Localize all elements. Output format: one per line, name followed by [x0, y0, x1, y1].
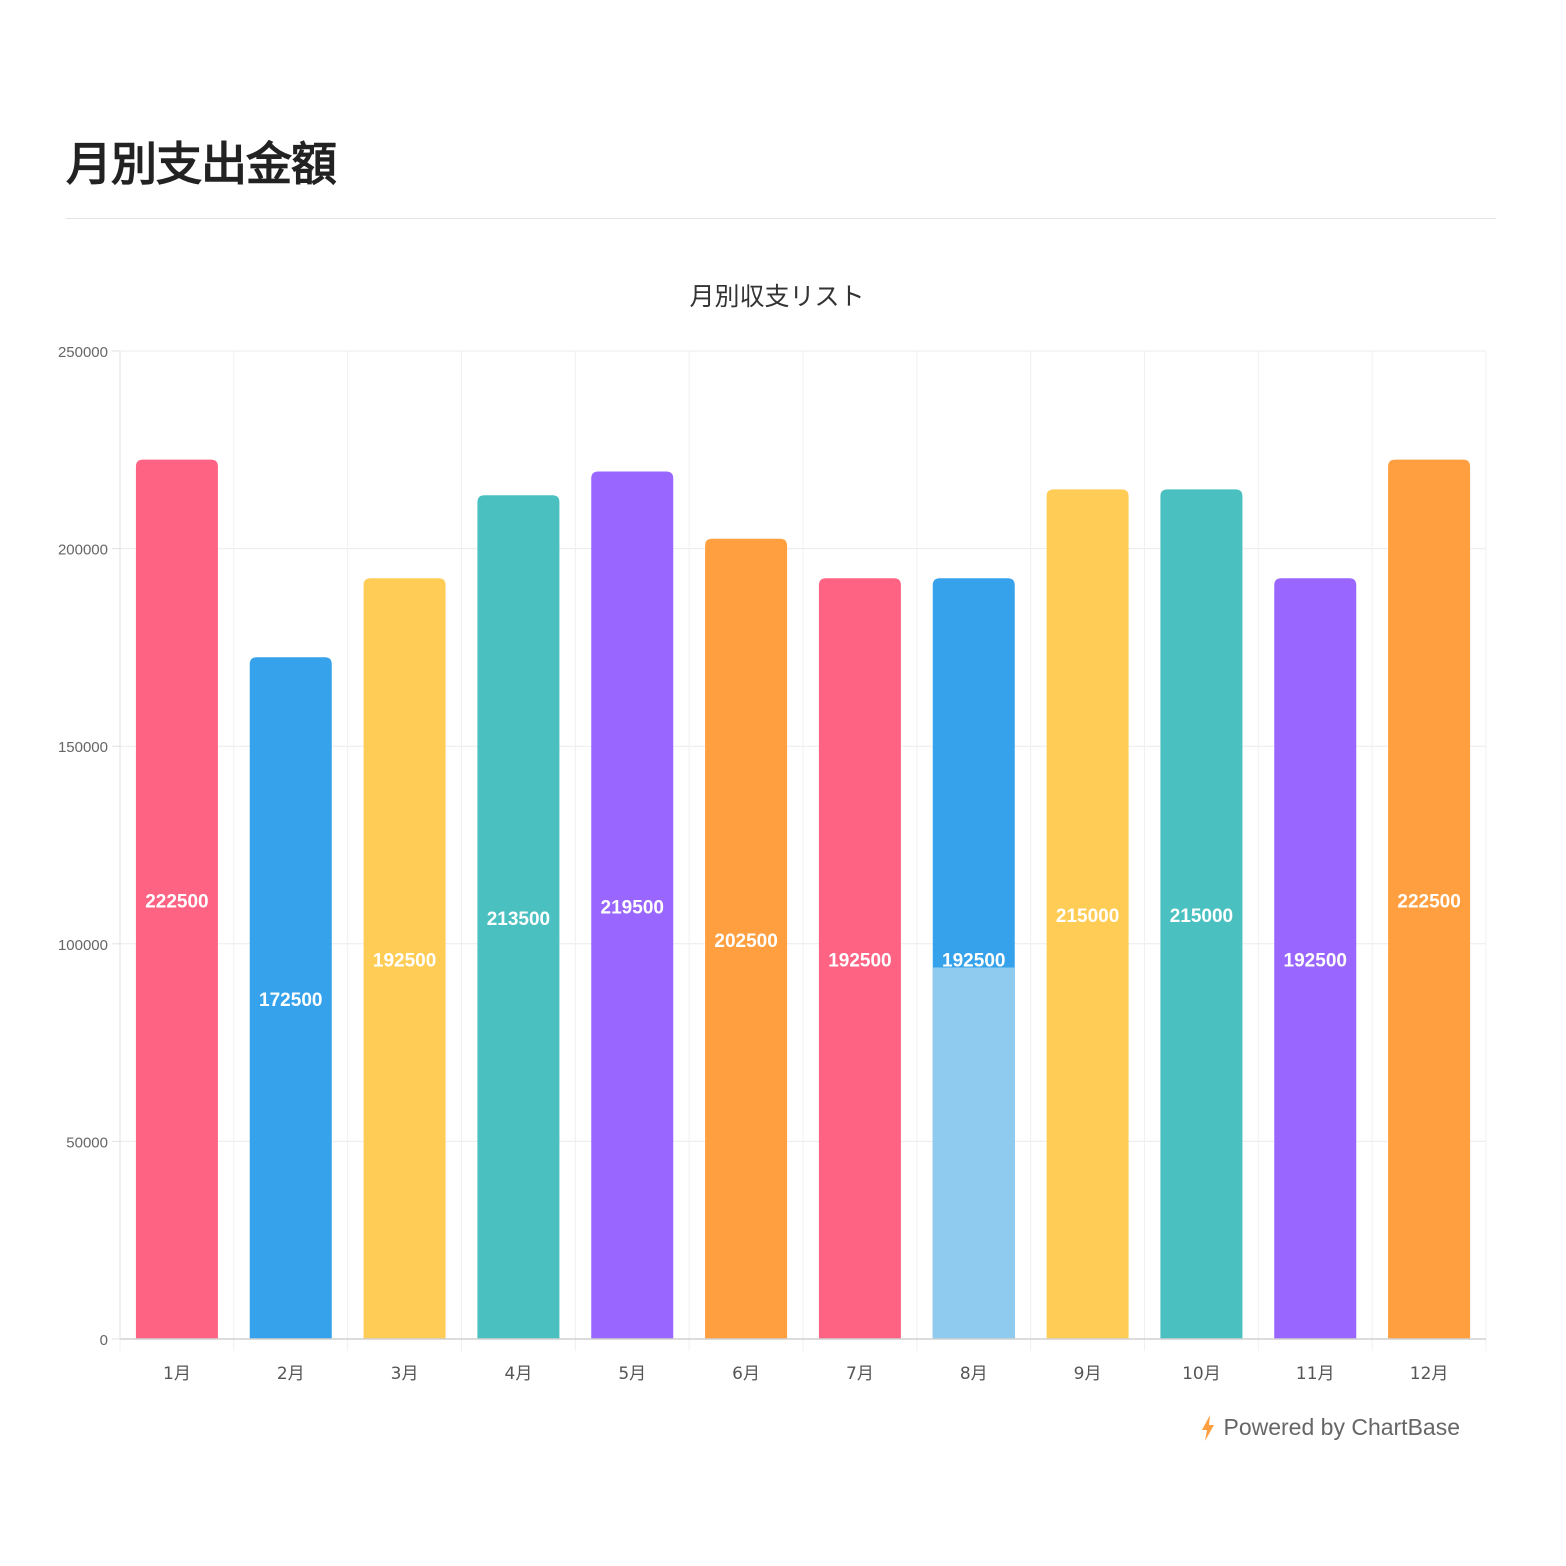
y-tick-label: 250000	[58, 344, 108, 361]
y-tick-label: 100000	[58, 937, 108, 954]
y-tick-label: 200000	[58, 542, 108, 559]
y-tick-label: 50000	[66, 1134, 108, 1151]
bar	[1274, 578, 1357, 1339]
x-tick-label: 7月	[846, 1364, 874, 1384]
chart-bars	[135, 459, 1471, 1339]
bar	[363, 578, 446, 1339]
data-label: 192500	[1284, 951, 1347, 972]
x-tick-label: 6月	[732, 1364, 760, 1384]
x-tick-label: 8月	[960, 1364, 988, 1384]
powered-by-text: Powered by ChartBase	[1223, 1414, 1460, 1440]
data-label: 172500	[259, 990, 322, 1011]
x-tick-label: 10月	[1182, 1364, 1221, 1384]
data-label: 222500	[145, 891, 208, 912]
data-label: 192500	[373, 951, 436, 972]
bar	[477, 495, 560, 1339]
data-label: 222500	[1397, 891, 1460, 912]
x-tick-label: 3月	[391, 1364, 419, 1384]
data-label: 192500	[828, 951, 891, 972]
data-label: 192500	[942, 951, 1005, 972]
x-tick-label: 11月	[1296, 1364, 1335, 1384]
bar	[135, 459, 218, 1339]
y-tick-label: 150000	[58, 739, 108, 756]
bar-highlight-segment	[932, 967, 1015, 1339]
x-tick-label: 4月	[505, 1364, 533, 1384]
data-label: 219500	[601, 897, 664, 918]
bar	[591, 471, 674, 1339]
page-title: 月別支出金額	[66, 137, 337, 191]
y-tick-label: 0	[100, 1332, 108, 1349]
x-tick-label: 9月	[1074, 1364, 1102, 1384]
powered-by[interactable]: Powered by ChartBase	[1201, 1414, 1460, 1441]
chart-grid	[119, 350, 1487, 1351]
bar	[705, 538, 788, 1339]
data-label: 213500	[487, 909, 550, 930]
chart-axes: 0 50000 100000 150000 200000 250000 1月 2月 3月 4月 5月…	[58, 344, 1486, 1384]
data-label: 202500	[714, 931, 777, 952]
data-label: 215000	[1056, 906, 1119, 927]
title-divider	[66, 218, 1496, 219]
x-tick-label: 2月	[277, 1364, 305, 1384]
bar	[249, 657, 332, 1339]
chart-title: 月別収支リスト	[689, 282, 864, 311]
bar	[818, 578, 901, 1339]
chart-data-labels: 222500 172500 192500 213500 219500 202500 1925…	[145, 891, 1461, 1011]
bar	[1046, 489, 1129, 1339]
x-tick-label: 1月	[163, 1364, 191, 1384]
x-tick-label: 5月	[618, 1364, 646, 1384]
data-label: 215000	[1170, 906, 1233, 927]
bar	[1388, 459, 1471, 1339]
x-tick-label: 12月	[1410, 1364, 1449, 1384]
lightning-bolt-icon	[1202, 1414, 1215, 1441]
bar	[1160, 489, 1243, 1339]
